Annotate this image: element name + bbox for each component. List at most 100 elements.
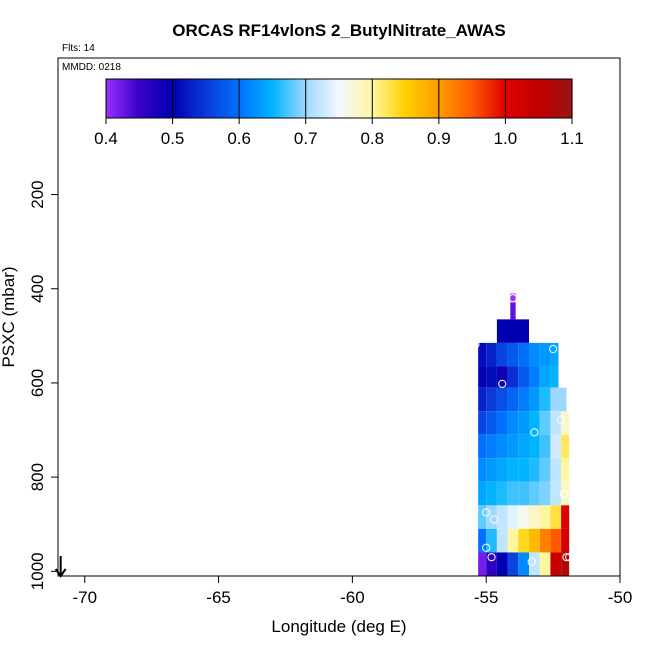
colorbar-segment — [532, 79, 536, 118]
colorbar-segment — [358, 79, 363, 118]
colorbar-segment — [175, 79, 180, 118]
colorbar-segment — [365, 79, 370, 118]
colorbar-segment — [332, 79, 337, 118]
colorbar-segment — [312, 79, 317, 118]
heatmap-cell — [496, 366, 508, 388]
colorbar-segment — [398, 79, 403, 118]
colorbar-segment — [505, 79, 510, 118]
colorbar-segment — [472, 79, 477, 118]
colorbar-segment — [538, 79, 543, 118]
heatmap-cell — [561, 528, 570, 553]
colorbar-segment — [462, 79, 467, 118]
heatmap-cell — [496, 387, 508, 412]
heatmap-cell — [561, 552, 570, 576]
heatmap-cell — [486, 458, 497, 482]
heatmap-cell — [550, 528, 562, 553]
heatmap-cell — [507, 366, 519, 388]
heatmap-cell — [507, 387, 519, 412]
colorbar-tick-label: 1.1 — [560, 129, 584, 148]
sample-markers — [471, 294, 574, 566]
colorbar-segment — [428, 79, 433, 118]
heatmap-cell — [539, 366, 551, 388]
x-tick-label: -65 — [206, 588, 231, 607]
colorbar-segment — [322, 79, 327, 118]
y-tick-label: 600 — [28, 369, 47, 397]
x-tick-label: -60 — [340, 588, 365, 607]
colorbar-segment — [482, 79, 487, 118]
heatmap-cell — [507, 481, 519, 506]
heatmap-cell — [507, 342, 519, 367]
colorbar-segment — [355, 79, 360, 118]
sample-point — [490, 515, 499, 524]
sample-point — [557, 415, 566, 424]
colorbar-segment — [415, 79, 420, 118]
heatmap-cell — [496, 505, 508, 529]
colorbar-segment — [152, 79, 157, 118]
colorbar-segment — [412, 79, 417, 118]
heatmap-cell — [478, 505, 487, 529]
colorbar-segment — [329, 79, 333, 118]
heatmap-cell — [496, 434, 508, 459]
colorbar-tick-label: 0.4 — [94, 129, 118, 148]
heatmap-cell — [561, 458, 570, 482]
heatmap-cell — [539, 342, 551, 367]
colorbar-segment — [305, 79, 310, 118]
heatmap-cell — [507, 552, 519, 576]
heatmap-cell — [518, 505, 530, 529]
heatmap-cell — [507, 411, 519, 435]
sample-point — [482, 543, 491, 552]
colorbar-tick-label: 1.0 — [494, 129, 518, 148]
colorbar-segment — [455, 79, 460, 118]
sample-point — [562, 553, 571, 562]
colorbar-tick-label: 0.5 — [161, 129, 185, 148]
sample-point — [530, 428, 539, 437]
colorbar-segment — [408, 79, 413, 118]
heatmap-cell — [478, 458, 487, 482]
heatmap-cell — [507, 458, 519, 482]
heatmap-cell — [550, 434, 562, 459]
heatmap-cell — [478, 552, 487, 576]
colorbar-segment — [115, 79, 120, 118]
colorbar-segment — [548, 79, 553, 118]
colorbar-segment — [498, 79, 503, 118]
colorbar-segment — [388, 79, 393, 118]
heatmap-cell — [486, 528, 497, 553]
colorbar-segment — [242, 79, 247, 118]
colorbar-segment — [368, 79, 373, 118]
heatmap-cell — [529, 528, 540, 553]
heatmap-cell — [539, 552, 551, 576]
flights-annotation: Flts: 14 — [62, 43, 95, 54]
colorbar-segment — [435, 79, 440, 118]
colorbar-segment — [348, 79, 353, 118]
colorbar-segment — [215, 79, 220, 118]
colorbar-segment — [155, 79, 160, 118]
colorbar-segment — [195, 79, 200, 118]
heatmap-cell — [496, 411, 508, 435]
colorbar-segment — [425, 79, 430, 118]
heatmap-cell — [518, 342, 530, 367]
colorbar-segment — [295, 79, 300, 118]
colorbar-segment — [325, 79, 330, 118]
y-tick-label: 1000 — [28, 552, 47, 590]
heatmap-cell — [496, 481, 508, 506]
colorbar-tick-label: 0.7 — [294, 129, 318, 148]
colorbar-segment — [422, 79, 427, 118]
colorbar-segment — [552, 79, 556, 118]
heatmap-cell — [550, 411, 562, 435]
colorbar-segment — [202, 79, 207, 118]
heatmap-cell — [539, 434, 551, 459]
colorbar-segment — [315, 79, 320, 118]
colorbar-segment — [302, 79, 307, 118]
colorbar-segment — [169, 79, 174, 118]
colorbar-segment — [289, 79, 293, 118]
heatmap-cell — [478, 434, 487, 459]
colorbar-segment — [512, 79, 517, 118]
colorbar-segment — [458, 79, 463, 118]
heatmap-cell — [529, 481, 540, 506]
chart-title: ORCAS RF14vlonS 2_ButylNitrate_AWAS — [172, 21, 505, 40]
heatmap-cell — [529, 434, 540, 459]
heatmap-cell — [496, 552, 508, 576]
sample-point — [482, 508, 491, 517]
colorbar-segment — [132, 79, 137, 118]
